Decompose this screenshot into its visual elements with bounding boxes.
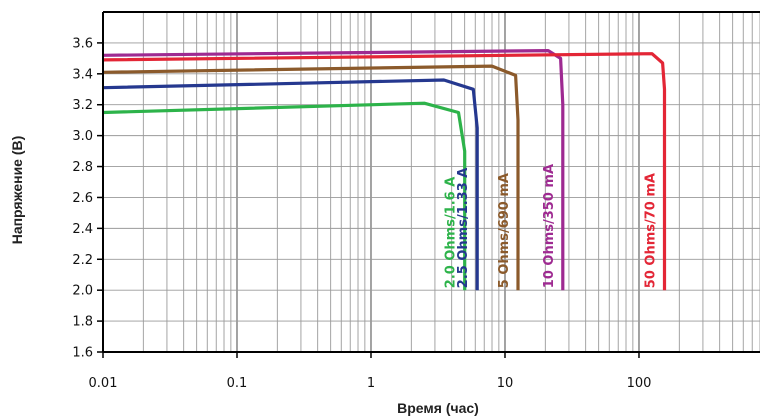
series-label-5: 50 Ohms/70 mA bbox=[644, 173, 659, 288]
series-label-1: 2.0 Ohms/1.6 A bbox=[444, 177, 459, 289]
y-tick-label: 3.6 bbox=[72, 36, 93, 51]
y-tick-label: 3.2 bbox=[72, 98, 93, 113]
y-tick-label: 2.2 bbox=[72, 253, 93, 268]
tick-labels: 1.6 1.8 2.0 2.2 2.4 2.6 2.8 3.0 3.2 3.4 3.6 0.01 0.1… bbox=[72, 36, 651, 391]
y-tick-label: 2.0 bbox=[72, 284, 93, 299]
x-tick-label: 0.01 bbox=[89, 376, 118, 391]
x-tick-label: 1 bbox=[367, 376, 375, 391]
series-label-2: 2.5 Ohms/1.33 A bbox=[456, 168, 471, 289]
y-tick-label: 2.4 bbox=[72, 222, 93, 237]
plot-frame bbox=[102, 11, 760, 353]
y-tick-label: 2.8 bbox=[72, 160, 93, 175]
series-labels: 2.0 Ohms/1.6 A2.5 Ohms/1.33 A 5 Ohms/690 … bbox=[444, 164, 659, 288]
series-lines bbox=[102, 49, 667, 291]
series-line-2 bbox=[102, 78, 479, 291]
y-tick-label: 1.6 bbox=[72, 346, 93, 361]
y-axis-title: Напряжение (В) bbox=[9, 136, 25, 245]
y-tick-label: 3.0 bbox=[72, 129, 93, 144]
series-label-4: 10 Ohms/350 mA bbox=[542, 164, 557, 288]
series-line-1 bbox=[102, 101, 467, 291]
x-axis-title: Время (час) bbox=[397, 400, 479, 416]
x-tick-label: 100 bbox=[627, 376, 652, 391]
x-tick-label: 10 bbox=[497, 376, 514, 391]
y-tick-label: 2.6 bbox=[72, 191, 93, 206]
series-line-3 bbox=[102, 64, 520, 291]
y-tick-label: 3.4 bbox=[72, 67, 93, 82]
x-tick-label: 0.1 bbox=[227, 376, 248, 391]
series-label-3: 5 Ohms/690 mA bbox=[497, 173, 512, 288]
series-line-4 bbox=[102, 49, 565, 291]
series-line-5 bbox=[102, 52, 667, 291]
y-tick-label: 1.8 bbox=[72, 315, 93, 330]
